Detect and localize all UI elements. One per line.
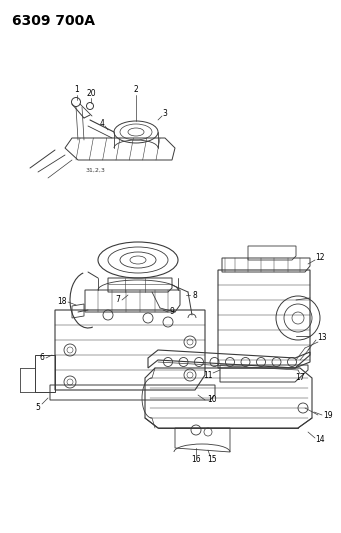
Text: 17: 17 xyxy=(295,374,305,383)
Text: 5: 5 xyxy=(35,403,41,413)
Text: 31,2,3: 31,2,3 xyxy=(86,168,106,173)
Text: 8: 8 xyxy=(193,290,197,300)
Text: 4: 4 xyxy=(100,118,104,127)
Text: 15: 15 xyxy=(207,456,217,464)
Text: 9: 9 xyxy=(169,308,175,317)
Text: 7: 7 xyxy=(116,295,120,304)
Text: 14: 14 xyxy=(315,435,325,445)
Text: 6309 700A: 6309 700A xyxy=(12,14,95,28)
Text: 3: 3 xyxy=(163,109,167,117)
Text: 1: 1 xyxy=(75,85,79,94)
Text: 20: 20 xyxy=(86,88,96,98)
Text: 2: 2 xyxy=(134,85,138,94)
Text: 19: 19 xyxy=(323,410,333,419)
Text: 18: 18 xyxy=(57,297,67,306)
Text: 12: 12 xyxy=(315,254,325,262)
Text: 16: 16 xyxy=(191,456,201,464)
Text: 11: 11 xyxy=(203,370,213,379)
Text: 6: 6 xyxy=(40,353,44,362)
Text: 10: 10 xyxy=(207,395,217,405)
Text: 13: 13 xyxy=(317,334,327,343)
